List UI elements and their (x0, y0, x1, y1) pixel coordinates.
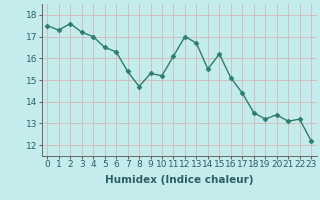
X-axis label: Humidex (Indice chaleur): Humidex (Indice chaleur) (105, 175, 253, 185)
